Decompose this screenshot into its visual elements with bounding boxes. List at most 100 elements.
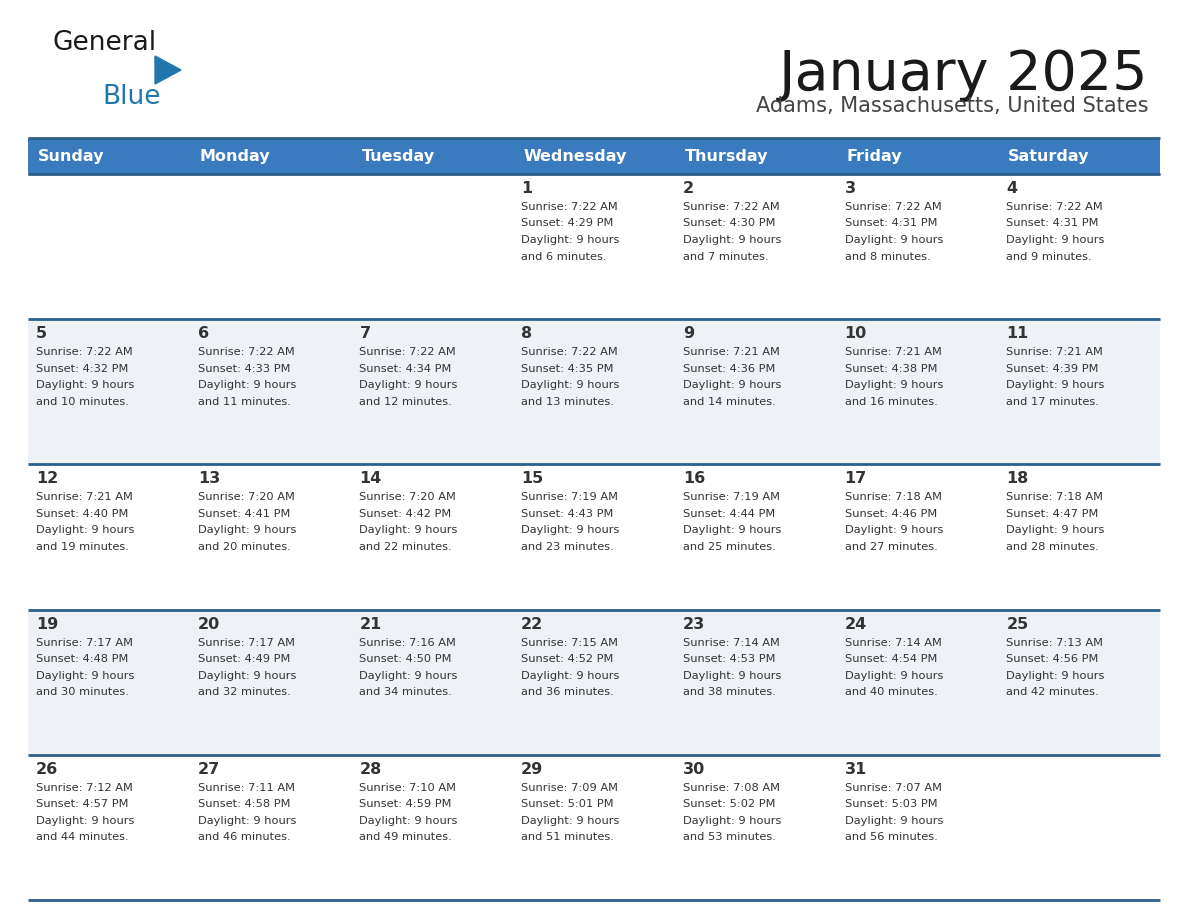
Text: Daylight: 9 hours: Daylight: 9 hours [197,816,296,826]
Text: Sunset: 4:52 PM: Sunset: 4:52 PM [522,655,613,664]
Text: Sunset: 4:40 PM: Sunset: 4:40 PM [36,509,128,519]
Text: Sunrise: 7:20 AM: Sunrise: 7:20 AM [197,492,295,502]
Text: Daylight: 9 hours: Daylight: 9 hours [36,816,134,826]
Text: Sunrise: 7:22 AM: Sunrise: 7:22 AM [1006,202,1102,212]
Text: Sunrise: 7:19 AM: Sunrise: 7:19 AM [683,492,779,502]
Text: Friday: Friday [847,149,902,163]
Text: 30: 30 [683,762,706,777]
Text: 29: 29 [522,762,543,777]
Text: 2: 2 [683,181,694,196]
Text: Sunset: 4:35 PM: Sunset: 4:35 PM [522,364,614,374]
Text: and 11 minutes.: and 11 minutes. [197,397,291,407]
Text: Sunset: 4:46 PM: Sunset: 4:46 PM [845,509,937,519]
Text: Sunrise: 7:22 AM: Sunrise: 7:22 AM [360,347,456,357]
Text: Sunrise: 7:18 AM: Sunrise: 7:18 AM [1006,492,1104,502]
Text: Daylight: 9 hours: Daylight: 9 hours [36,525,134,535]
Text: Wednesday: Wednesday [523,149,626,163]
Text: Sunrise: 7:21 AM: Sunrise: 7:21 AM [1006,347,1104,357]
Text: and 19 minutes.: and 19 minutes. [36,542,128,552]
Text: Sunset: 4:31 PM: Sunset: 4:31 PM [845,218,937,229]
Text: 23: 23 [683,617,706,632]
Text: 11: 11 [1006,326,1029,341]
Text: Daylight: 9 hours: Daylight: 9 hours [36,380,134,390]
Text: Daylight: 9 hours: Daylight: 9 hours [683,816,782,826]
Bar [29,319,1159,465]
Bar [675,138,836,174]
Text: and 22 minutes.: and 22 minutes. [360,542,453,552]
Text: Sunset: 4:32 PM: Sunset: 4:32 PM [36,364,128,374]
Text: and 53 minutes.: and 53 minutes. [683,833,776,843]
Text: Sunset: 4:58 PM: Sunset: 4:58 PM [197,800,290,810]
Bar [29,138,190,174]
Text: Sunrise: 7:22 AM: Sunrise: 7:22 AM [522,202,618,212]
Text: Sunset: 5:03 PM: Sunset: 5:03 PM [845,800,937,810]
Text: Sunrise: 7:08 AM: Sunrise: 7:08 AM [683,783,779,793]
Text: and 12 minutes.: and 12 minutes. [360,397,453,407]
Text: Sunset: 4:42 PM: Sunset: 4:42 PM [360,509,451,519]
Text: and 28 minutes.: and 28 minutes. [1006,542,1099,552]
Text: 8: 8 [522,326,532,341]
Text: Sunrise: 7:22 AM: Sunrise: 7:22 AM [36,347,133,357]
Text: Sunset: 4:57 PM: Sunset: 4:57 PM [36,800,128,810]
Text: Daylight: 9 hours: Daylight: 9 hours [522,525,619,535]
Text: 18: 18 [1006,472,1029,487]
Text: 6: 6 [197,326,209,341]
Text: Sunrise: 7:10 AM: Sunrise: 7:10 AM [360,783,456,793]
Text: and 6 minutes.: and 6 minutes. [522,252,607,262]
Text: Sunset: 5:01 PM: Sunset: 5:01 PM [522,800,614,810]
Text: 22: 22 [522,617,543,632]
Text: Daylight: 9 hours: Daylight: 9 hours [360,380,457,390]
Text: Sunrise: 7:17 AM: Sunrise: 7:17 AM [36,638,133,647]
Text: Sunrise: 7:15 AM: Sunrise: 7:15 AM [522,638,618,647]
Text: Daylight: 9 hours: Daylight: 9 hours [683,235,782,245]
Text: and 36 minutes.: and 36 minutes. [522,687,614,697]
Text: Sunrise: 7:22 AM: Sunrise: 7:22 AM [522,347,618,357]
Text: Tuesday: Tuesday [361,149,435,163]
Text: and 16 minutes.: and 16 minutes. [845,397,937,407]
Text: and 42 minutes.: and 42 minutes. [1006,687,1099,697]
Text: Daylight: 9 hours: Daylight: 9 hours [360,525,457,535]
Text: and 25 minutes.: and 25 minutes. [683,542,776,552]
Text: and 30 minutes.: and 30 minutes. [36,687,128,697]
Text: Sunrise: 7:20 AM: Sunrise: 7:20 AM [360,492,456,502]
Text: Sunset: 4:33 PM: Sunset: 4:33 PM [197,364,290,374]
Text: Daylight: 9 hours: Daylight: 9 hours [1006,380,1105,390]
Text: Sunset: 4:49 PM: Sunset: 4:49 PM [197,655,290,664]
Text: Daylight: 9 hours: Daylight: 9 hours [1006,235,1105,245]
Bar [513,138,675,174]
Text: Daylight: 9 hours: Daylight: 9 hours [845,671,943,680]
Text: Sunrise: 7:22 AM: Sunrise: 7:22 AM [845,202,941,212]
Text: Daylight: 9 hours: Daylight: 9 hours [360,816,457,826]
Text: Sunrise: 7:21 AM: Sunrise: 7:21 AM [36,492,133,502]
Text: Sunset: 5:02 PM: Sunset: 5:02 PM [683,800,776,810]
Bar [29,610,1159,755]
Text: Sunrise: 7:21 AM: Sunrise: 7:21 AM [845,347,941,357]
Text: Sunset: 4:31 PM: Sunset: 4:31 PM [1006,218,1099,229]
Text: and 27 minutes.: and 27 minutes. [845,542,937,552]
Text: Sunset: 4:36 PM: Sunset: 4:36 PM [683,364,776,374]
Text: Sunrise: 7:19 AM: Sunrise: 7:19 AM [522,492,618,502]
Text: 12: 12 [36,472,58,487]
Text: Daylight: 9 hours: Daylight: 9 hours [522,380,619,390]
Text: Sunset: 4:54 PM: Sunset: 4:54 PM [845,655,937,664]
Text: Sunrise: 7:16 AM: Sunrise: 7:16 AM [360,638,456,647]
Text: 19: 19 [36,617,58,632]
Text: Sunset: 4:47 PM: Sunset: 4:47 PM [1006,509,1099,519]
Text: Sunset: 4:34 PM: Sunset: 4:34 PM [360,364,451,374]
Text: and 10 minutes.: and 10 minutes. [36,397,128,407]
Text: Daylight: 9 hours: Daylight: 9 hours [197,671,296,680]
Text: Adams, Massachusetts, United States: Adams, Massachusetts, United States [756,96,1148,116]
Text: Sunset: 4:30 PM: Sunset: 4:30 PM [683,218,776,229]
Text: and 49 minutes.: and 49 minutes. [360,833,453,843]
Text: and 51 minutes.: and 51 minutes. [522,833,614,843]
Text: Daylight: 9 hours: Daylight: 9 hours [36,671,134,680]
Text: and 13 minutes.: and 13 minutes. [522,397,614,407]
Text: 4: 4 [1006,181,1017,196]
Text: Sunrise: 7:09 AM: Sunrise: 7:09 AM [522,783,618,793]
Text: 3: 3 [845,181,855,196]
Text: 14: 14 [360,472,381,487]
Text: and 38 minutes.: and 38 minutes. [683,687,776,697]
Text: 9: 9 [683,326,694,341]
Text: 5: 5 [36,326,48,341]
Text: Sunset: 4:43 PM: Sunset: 4:43 PM [522,509,613,519]
